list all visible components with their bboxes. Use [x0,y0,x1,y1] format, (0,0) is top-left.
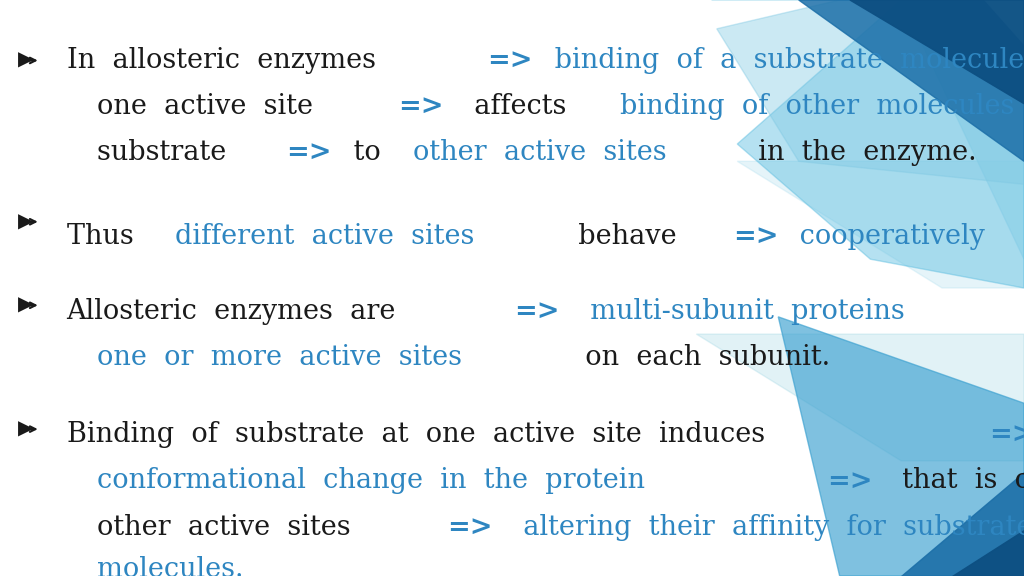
Polygon shape [712,0,1024,259]
Polygon shape [737,161,1024,288]
Polygon shape [717,0,1024,184]
Text: cooperatively: cooperatively [792,223,985,249]
Text: binding  of  a  substrate  molecule: binding of a substrate molecule [546,47,1024,74]
Text: =>: => [514,298,559,324]
Polygon shape [799,0,1024,161]
Text: Allosteric  enzymes  are: Allosteric enzymes are [67,298,414,324]
Text: =>: => [287,139,332,166]
Polygon shape [901,472,1024,576]
Text: Binding  of  substrate  at  one  active  site  induces: Binding of substrate at one active site … [67,422,782,448]
Text: conformational  change  in  the  protein: conformational change in the protein [97,468,663,494]
Text: =>: => [487,47,534,74]
Text: =>: => [446,514,493,540]
Text: different  active  sites: different active sites [175,223,474,249]
Text: =>: => [1023,298,1024,324]
Text: ▶: ▶ [18,213,34,231]
Text: altering  their  affinity  for  substrate: altering their affinity for substrate [506,514,1024,540]
Text: molecules.: molecules. [97,556,244,576]
Polygon shape [737,0,1024,288]
Text: to: to [345,139,398,166]
Polygon shape [696,334,1024,461]
Text: In  allosteric  enzymes: In allosteric enzymes [67,47,393,74]
Text: =>: => [826,468,872,494]
Text: Thus: Thus [67,223,151,249]
Text: affects: affects [457,93,584,120]
Text: in  the  enzyme.: in the enzyme. [740,139,976,166]
Text: =>: => [989,422,1024,448]
Text: behave: behave [561,223,694,249]
Text: =>: => [398,93,443,120]
Text: one  active  site: one active site [97,93,331,120]
Text: multi-subunit  proteins: multi-subunit proteins [572,298,922,324]
Text: ▶: ▶ [18,420,34,438]
Text: ▶: ▶ [18,51,34,70]
Text: other  active  sites: other active sites [414,139,667,166]
Text: that  is  conveyed  to: that is conveyed to [886,468,1024,494]
Polygon shape [952,530,1024,576]
Text: one  or  more  active  sites: one or more active sites [97,344,462,370]
Text: on  each  subunit.: on each subunit. [568,344,830,370]
Polygon shape [850,0,1024,104]
Text: =>: => [733,223,778,249]
Text: substrate: substrate [97,139,244,166]
Text: other  active  sites: other active sites [97,514,369,540]
Text: binding  of  other  molecules: binding of other molecules [621,93,1015,120]
Polygon shape [778,317,1024,576]
Text: ▶: ▶ [18,296,34,314]
